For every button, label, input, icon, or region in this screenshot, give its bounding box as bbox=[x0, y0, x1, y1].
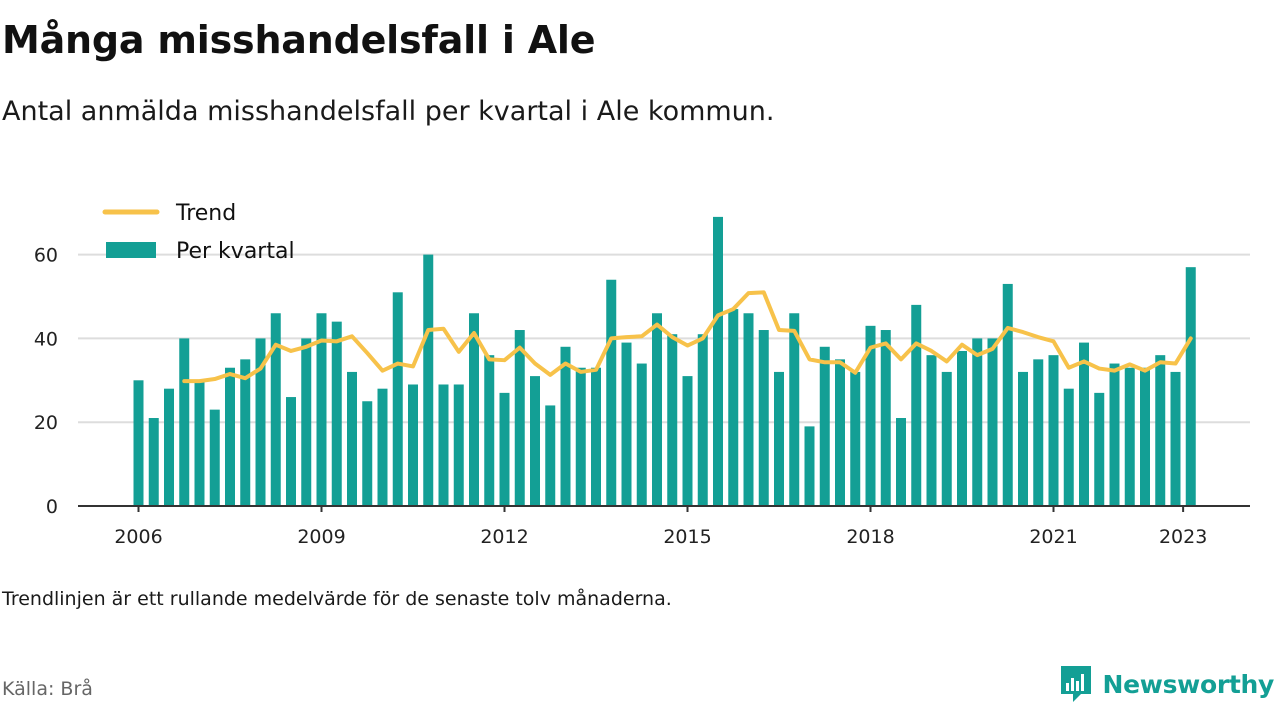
bar bbox=[606, 279, 617, 506]
bar bbox=[1048, 355, 1059, 506]
bar bbox=[697, 334, 708, 506]
legend: Trend Per kvartal bbox=[102, 201, 295, 264]
bar bbox=[758, 330, 769, 506]
bar bbox=[1155, 355, 1166, 506]
legend-label: Trend bbox=[175, 201, 236, 226]
bar bbox=[880, 330, 891, 506]
bar bbox=[1002, 283, 1013, 506]
gridlines bbox=[78, 253, 1250, 424]
bar bbox=[621, 342, 632, 506]
bar bbox=[133, 380, 144, 506]
bar bbox=[1140, 367, 1150, 506]
bar bbox=[499, 392, 510, 506]
bar bbox=[316, 313, 327, 506]
bar bbox=[545, 405, 556, 506]
bar bbox=[972, 338, 983, 506]
bar bbox=[469, 313, 479, 506]
bar bbox=[1079, 342, 1089, 506]
footnote: Trendlinjen är ett rullande medelvärde f… bbox=[2, 588, 672, 610]
bar bbox=[743, 313, 754, 506]
bar bbox=[1109, 363, 1120, 506]
bar bbox=[728, 309, 739, 506]
bar bbox=[636, 363, 647, 506]
bar bbox=[423, 254, 434, 506]
bar bbox=[164, 388, 174, 506]
bar bbox=[392, 292, 403, 506]
bar bbox=[1094, 392, 1105, 506]
y-tick-label: 60 bbox=[34, 245, 58, 267]
bar bbox=[560, 346, 571, 506]
trend-line bbox=[182, 290, 1193, 384]
bar bbox=[331, 321, 342, 506]
bar bbox=[194, 380, 205, 506]
brand-name: Newsworthy bbox=[1102, 669, 1275, 699]
bar bbox=[225, 367, 235, 506]
bar bbox=[911, 304, 922, 506]
x-tick-label: 2009 bbox=[297, 526, 345, 548]
bar bbox=[255, 338, 266, 506]
source-credit: Källa: Brå bbox=[2, 678, 93, 700]
chart-title: Många misshandelsfall i Ale bbox=[2, 18, 596, 62]
x-tick-label: 2012 bbox=[480, 526, 528, 548]
x-tick-label: 2023 bbox=[1159, 526, 1207, 548]
bar bbox=[1033, 359, 1044, 506]
bar bbox=[286, 397, 296, 506]
bar bbox=[926, 355, 937, 506]
trend-series bbox=[182, 290, 1193, 384]
x-tick-label: 2015 bbox=[663, 526, 711, 548]
y-tick-label: 20 bbox=[34, 412, 58, 434]
bar bbox=[896, 418, 906, 506]
bar bbox=[453, 384, 464, 506]
bar bbox=[530, 376, 540, 506]
bar bbox=[1018, 371, 1028, 506]
x-axis-tick-labels: 2006 2009 2012 2015 2018 2021 2023 bbox=[114, 506, 1207, 548]
y-tick-label: 40 bbox=[34, 328, 58, 350]
x-tick-label: 2018 bbox=[846, 526, 894, 548]
bar bbox=[270, 313, 281, 506]
brand-logo: Newsworthy bbox=[1059, 664, 1275, 704]
bar bbox=[301, 338, 312, 506]
bar bbox=[835, 359, 845, 506]
y-tick-label: 0 bbox=[46, 496, 58, 518]
bar bbox=[148, 418, 159, 506]
bar-series bbox=[133, 216, 1196, 506]
bar bbox=[209, 409, 220, 506]
bar bbox=[575, 367, 586, 506]
bar bbox=[941, 371, 952, 506]
x-tick-label: 2006 bbox=[114, 526, 162, 548]
bar bbox=[514, 330, 525, 506]
bar bbox=[987, 338, 998, 506]
bar bbox=[865, 325, 876, 506]
bar bbox=[652, 313, 662, 506]
y-axis-tick-labels: 0 20 40 60 bbox=[34, 245, 58, 518]
bar bbox=[957, 350, 967, 506]
bar bbox=[804, 426, 815, 506]
bar bbox=[682, 376, 693, 506]
bar bbox=[850, 371, 861, 506]
bar-chart: 0 20 40 60 2006 2009 2012 2015 2018 2021 2023 Tre… bbox=[34, 201, 1250, 548]
bar bbox=[362, 401, 373, 506]
bar bbox=[713, 216, 723, 506]
legend-label: Per kvartal bbox=[176, 239, 295, 264]
bar bbox=[438, 384, 449, 506]
bar bbox=[484, 355, 495, 506]
bar bbox=[667, 334, 678, 506]
chart-subtitle: Antal anmälda misshandelsfall per kvarta… bbox=[2, 96, 775, 127]
bar bbox=[789, 313, 800, 506]
legend-swatch-bars bbox=[106, 242, 156, 258]
bar bbox=[240, 359, 251, 506]
bar bbox=[377, 388, 388, 506]
bar bbox=[819, 346, 830, 506]
bar bbox=[1124, 367, 1135, 506]
bar-chart-icon bbox=[1060, 666, 1091, 702]
bar bbox=[408, 384, 418, 506]
bar bbox=[347, 371, 357, 506]
bar bbox=[1185, 267, 1196, 506]
bar bbox=[1170, 371, 1181, 506]
bar bbox=[774, 371, 784, 506]
bar bbox=[179, 338, 190, 506]
bar bbox=[591, 367, 601, 506]
bar bbox=[1063, 388, 1074, 506]
x-tick-label: 2021 bbox=[1029, 526, 1077, 548]
